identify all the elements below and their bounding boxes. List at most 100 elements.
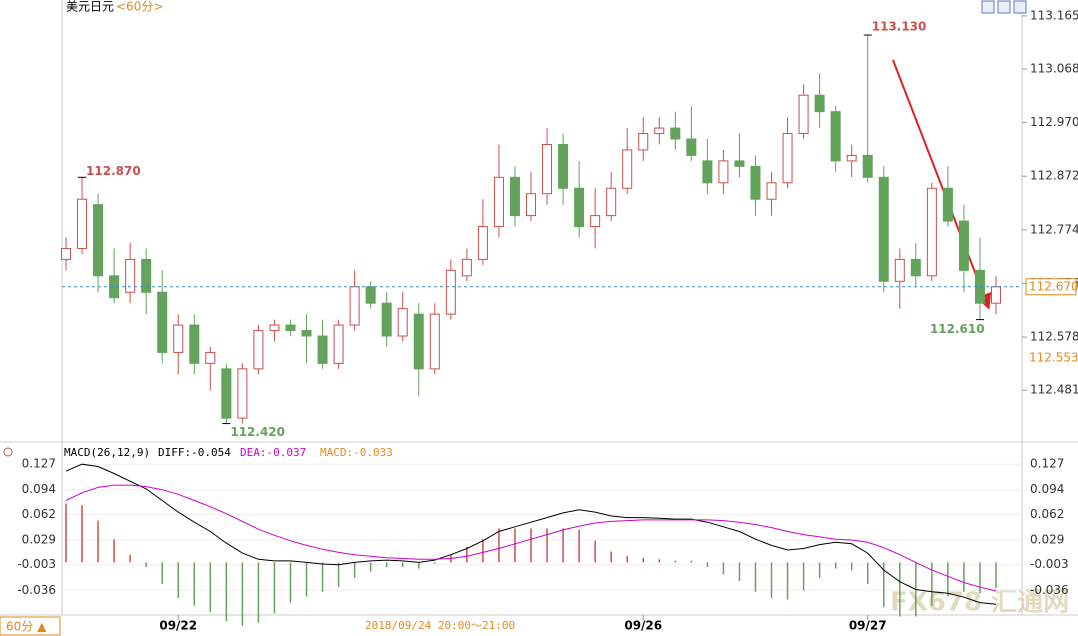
- candle-body: [926, 187, 937, 277]
- y-tick-label: 0.127: [1030, 457, 1064, 471]
- candle-body: [253, 330, 264, 370]
- y-tick-label-left: -0.003: [17, 557, 56, 571]
- candle-body: [125, 258, 136, 293]
- macd-label: MACD:-0.033: [320, 446, 393, 459]
- y-tick-label: 113.068: [1030, 61, 1078, 75]
- candle-body: [606, 187, 617, 217]
- last-price-label: 112.670: [1029, 279, 1078, 293]
- period-button-label[interactable]: 60分 ▲: [6, 620, 47, 634]
- candle-body: [814, 94, 825, 113]
- candle-body: [958, 220, 969, 271]
- candle-body: [413, 313, 424, 370]
- candle-body: [542, 143, 553, 195]
- candle-body: [77, 198, 88, 249]
- y-tick-label: 113.165: [1030, 8, 1078, 22]
- candle-body: [830, 111, 841, 162]
- candle-body: [798, 94, 809, 135]
- diff-label: DIFF:-0.054: [158, 446, 231, 459]
- x-tick-label: 09/27: [849, 619, 887, 633]
- last-price-box: [1025, 278, 1077, 296]
- candle-body: [894, 258, 905, 282]
- candle-body: [365, 286, 376, 304]
- y-tick-label: 112.872: [1030, 169, 1078, 183]
- candle-body: [862, 154, 873, 178]
- side-label: 112.553: [1029, 351, 1078, 365]
- y-tick-label: -0.036: [1030, 583, 1069, 597]
- icon[interactable]: [1013, 0, 1027, 14]
- candle-body: [718, 160, 729, 184]
- candle-body: [317, 335, 328, 364]
- y-tick-label: 112.481: [1030, 383, 1078, 397]
- macd-line: [65, 484, 997, 592]
- y-tick-label-left: 0.062: [22, 507, 56, 521]
- candle-body: [590, 215, 601, 228]
- candle-body: [686, 138, 697, 156]
- y-tick-label-left: 0.094: [22, 482, 56, 496]
- time-label: 2018/09/24 20:00～21:00: [365, 619, 515, 632]
- annotation: 112.610: [930, 322, 985, 336]
- y-tick-label-left: 0.127: [22, 457, 56, 471]
- candle-body: [285, 324, 296, 332]
- annotation: 113.130: [872, 20, 927, 34]
- candle-body: [93, 204, 104, 277]
- candle-body: [205, 351, 216, 364]
- candle-body: [493, 176, 504, 228]
- candle-body: [269, 324, 280, 332]
- candle-body: [750, 165, 761, 200]
- x-tick-label: 09/22: [159, 619, 197, 633]
- period-button[interactable]: [0, 616, 61, 636]
- candle-body: [333, 324, 344, 364]
- candle-body: [429, 313, 440, 370]
- candle-body: [991, 286, 1001, 304]
- candle-body: [221, 368, 232, 419]
- candle-body: [638, 133, 649, 151]
- y-tick-label: 0.029: [1030, 532, 1064, 546]
- y-tick-label: 112.774: [1030, 222, 1078, 236]
- candle-body: [622, 149, 633, 189]
- candle-body: [670, 127, 681, 140]
- candle-body: [61, 247, 71, 260]
- candle-body: [734, 160, 745, 167]
- y-tick-label: 112.970: [1030, 115, 1078, 129]
- candle-body: [349, 286, 360, 326]
- candle-body: [509, 176, 520, 217]
- y-tick-label: 112.578: [1030, 330, 1078, 344]
- candle-body: [301, 330, 312, 337]
- candle-body: [445, 269, 456, 315]
- period-subtitle: <60分>: [116, 0, 163, 14]
- candle-body: [477, 226, 488, 260]
- candle-body: [558, 143, 569, 189]
- macd-title: MACD(26,12,9): [64, 446, 150, 459]
- candle-body: [397, 308, 408, 337]
- trend-arrow: [892, 59, 992, 310]
- candle-body: [173, 324, 184, 353]
- candle-body: [910, 258, 921, 277]
- candle-body: [381, 302, 392, 337]
- candle-body: [878, 176, 889, 282]
- macd-line: [65, 463, 997, 605]
- candle-body: [237, 368, 248, 419]
- y-tick-label: -0.003: [1030, 557, 1069, 571]
- candle-body: [141, 258, 152, 293]
- candle-body: [526, 193, 536, 217]
- icon[interactable]: [981, 0, 995, 14]
- candle-body: [574, 187, 585, 228]
- candle-body: [461, 258, 472, 277]
- annotation: 112.420: [230, 425, 285, 439]
- candle-body: [157, 291, 168, 353]
- chart-title: 美元日元: [66, 0, 114, 14]
- x-tick-label: 09/26: [624, 619, 662, 633]
- y-tick-label-left: -0.036: [17, 583, 56, 597]
- candle-body: [189, 324, 200, 364]
- dea-label: DEA:-0.037: [240, 446, 306, 459]
- y-tick-label: 0.094: [1030, 482, 1064, 496]
- candle-body: [942, 187, 953, 222]
- candle-body: [766, 182, 777, 200]
- annotation: 112.870: [86, 164, 141, 178]
- candle-body: [782, 133, 793, 184]
- icon[interactable]: [997, 0, 1011, 14]
- candle-body: [654, 127, 665, 135]
- y-tick-label: 0.062: [1030, 507, 1064, 521]
